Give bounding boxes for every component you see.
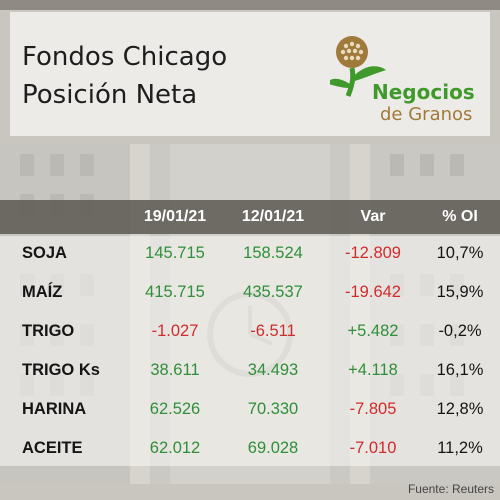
row-label: TRIGO: [22, 322, 75, 340]
table-row: HARINA 62.526 70.330 -7.805 12,8%: [0, 392, 500, 428]
cell-oi: 16,1%: [436, 361, 484, 379]
cell-oi: 10,7%: [436, 244, 484, 262]
title-line-1: Fondos Chicago: [22, 42, 228, 72]
cell-oi: 12,8%: [436, 400, 484, 418]
cell-date-2: 158.524: [243, 244, 303, 262]
cell-oi: 11,2%: [437, 439, 483, 457]
cell-date-1: 62.012: [149, 439, 201, 457]
cell-var: +5.482: [347, 322, 399, 340]
sunflower-icon: [330, 36, 386, 97]
column-header-date-1: 19/01/21: [143, 208, 207, 225]
cell-oi: 15,9%: [436, 283, 484, 301]
negocios-de-granos-logo: [330, 36, 386, 97]
source-caption: Fuente: Reuters: [407, 482, 494, 496]
cell-date-1: -1.027: [151, 322, 199, 340]
cell-date-2: -6.511: [250, 322, 296, 340]
row-label: ACEITE: [22, 439, 83, 457]
title-line-2: Posición Neta: [22, 80, 198, 110]
cell-date-2: 69.028: [247, 439, 299, 457]
cell-oi: -0,2%: [438, 322, 482, 340]
table-body: SOJA 145.715 158.524 -12.809 10,7% MAÍZ …: [0, 236, 500, 466]
cell-var: -12.809: [345, 244, 401, 262]
table-header: 19/01/21 12/01/21 Var % OI: [0, 200, 500, 234]
row-label: SOJA: [22, 244, 67, 262]
cell-date-1: 415.715: [145, 283, 205, 301]
cell-date-2: 435.537: [243, 283, 303, 301]
column-header-date-2: 12/01/21: [241, 208, 305, 225]
cell-var: -7.010: [349, 439, 397, 457]
cell-date-1: 38.611: [150, 361, 200, 379]
table-row: SOJA 145.715 158.524 -12.809 10,7%: [0, 236, 500, 272]
cell-date-2: 34.493: [247, 361, 299, 379]
logo-text-negocios: Negocios: [372, 80, 475, 104]
table-row: TRIGO -1.027 -6.511 +5.482 -0,2%: [0, 314, 500, 350]
cell-date-2: 70.330: [247, 400, 299, 418]
logo-text-de-granos: de Granos: [380, 104, 473, 125]
table-row: MAÍZ 415.715 435.537 -19.642 15,9%: [0, 275, 500, 311]
column-header-oi: % OI: [442, 208, 478, 225]
row-label: MAÍZ: [22, 283, 63, 301]
column-header-var: Var: [360, 208, 386, 225]
cell-var: +4.118: [348, 361, 398, 379]
top-band: [0, 0, 500, 10]
page-title: Fondos Chicago Posición Neta: [22, 38, 227, 114]
table-row: TRIGO Ks 38.611 34.493 +4.118 16,1%: [0, 353, 500, 389]
header-card: [10, 12, 490, 136]
cell-var: -7.805: [349, 400, 397, 418]
table-row: ACEITE 62.012 69.028 -7.010 11,2%: [0, 431, 500, 467]
cell-date-1: 145.715: [145, 244, 205, 262]
row-label: TRIGO Ks: [22, 361, 100, 379]
row-label: HARINA: [22, 400, 87, 418]
cell-var: -19.642: [345, 283, 401, 301]
cell-date-1: 62.526: [149, 400, 201, 418]
